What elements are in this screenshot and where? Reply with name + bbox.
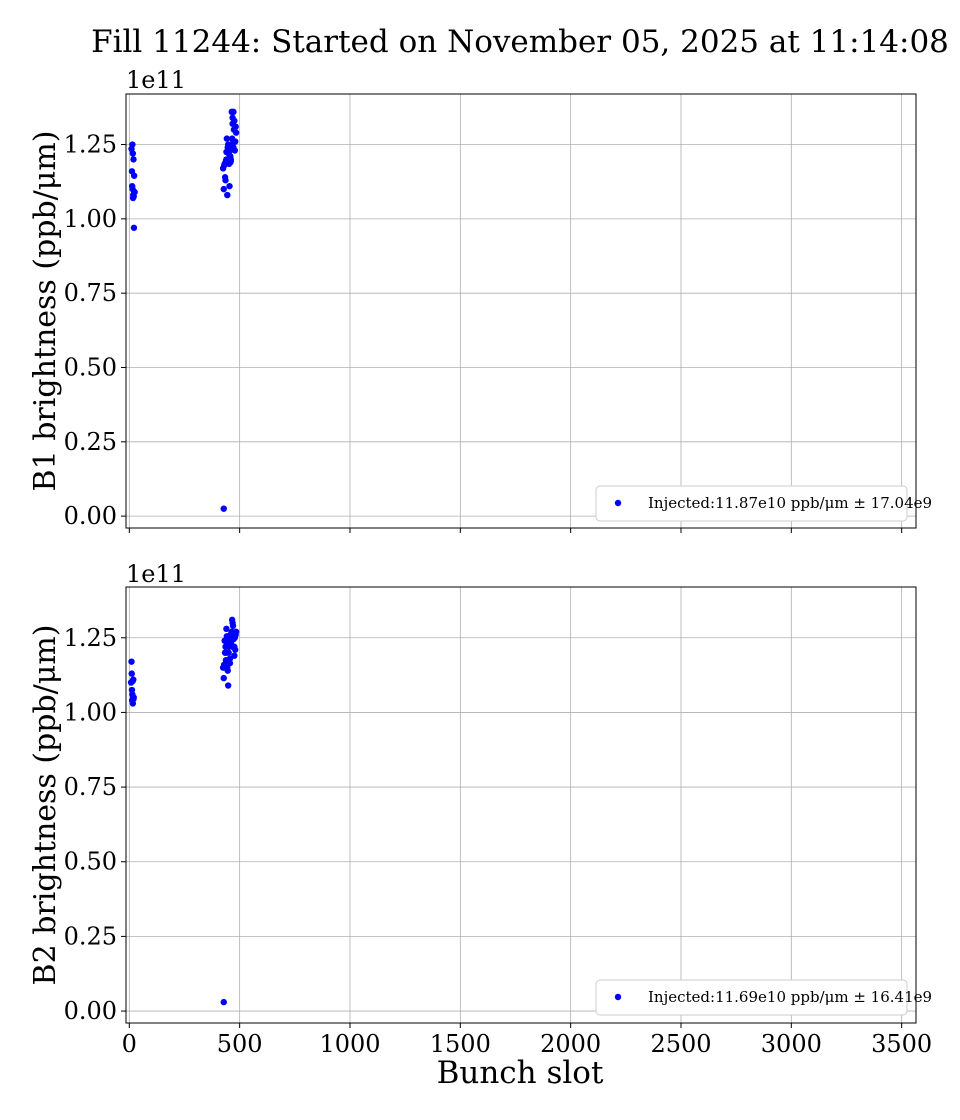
- b1-data-point: [230, 144, 237, 151]
- b2-data-point: [224, 682, 232, 689]
- b2-y-axis-label: B2 brightness (ppb/μm): [28, 625, 63, 986]
- b1-plot-area: [126, 94, 916, 528]
- b1-legend-marker: [614, 499, 622, 507]
- b2-data-point: [128, 670, 135, 677]
- b2-data-point: [128, 658, 135, 665]
- b1-data-point: [224, 191, 231, 199]
- b2-data-point: [130, 676, 137, 683]
- b1-data-point: [223, 135, 231, 142]
- b2-points: [127, 616, 240, 1006]
- b1-data-point: [230, 108, 237, 116]
- b2-data-point: [220, 998, 227, 1006]
- b1-grid: [126, 94, 916, 528]
- b1-data-point: [220, 505, 227, 512]
- b2-data-point: [223, 625, 230, 633]
- b2-y-tick-label: 0.75: [64, 773, 117, 801]
- b1-data-point: [227, 156, 235, 163]
- b2-y-tick-label: 0.25: [64, 922, 117, 950]
- b2-data-point: [229, 619, 236, 627]
- b2-data-point: [220, 674, 227, 682]
- b1-data-point: [130, 156, 137, 163]
- b2-data-point: [226, 655, 234, 662]
- chart-title: Fill 11244: Started on November 05, 2025…: [91, 24, 949, 60]
- b1-data-point: [129, 150, 137, 157]
- b1-data-point: [232, 138, 239, 145]
- b1-y-tick-label: 0.50: [64, 353, 117, 381]
- b2-y-tick-label: 0.00: [64, 997, 117, 1025]
- b1-data-point: [232, 129, 240, 136]
- b1-y-ticks: 0.00 0.25 0.50 0.75 1.00 1.25: [64, 131, 126, 530]
- b1-data-point: [223, 156, 230, 163]
- x-tick-label: 0: [122, 1030, 137, 1058]
- b1-data-point: [220, 185, 227, 193]
- b1-data-point: [229, 114, 236, 121]
- b1-y-tick-label: 1.00: [64, 205, 117, 233]
- x-tick-label: 1000: [319, 1030, 380, 1058]
- x-tick-label: 3000: [761, 1030, 822, 1058]
- b1-x-ticks: [128, 528, 903, 533]
- x-tick-label: 2500: [650, 1030, 711, 1058]
- b1-data-point: [226, 182, 233, 190]
- b2-y-tick-label: 1.25: [64, 624, 117, 652]
- b2-data-point: [130, 694, 137, 701]
- b2-offset-text: 1e11: [126, 560, 186, 588]
- b2-legend: Injected:11.69e10 ppb/μm ± 16.41e9: [595, 979, 932, 1016]
- b2-y-ticks: 0.00 0.25 0.50 0.75 1.00 1.25: [64, 624, 126, 1025]
- b1-brightness-panel: 0.00 0.25 0.50 0.75 1.00 1.25 1e11 B1 brightn…: [28, 66, 932, 533]
- b1-offset-text: 1e11: [126, 66, 186, 94]
- b1-y-tick-label: 0.25: [64, 428, 117, 456]
- b1-data-point: [224, 144, 231, 151]
- b1-legend-text: Injected:11.87e10 ppb/μm ± 17.04e9: [648, 494, 932, 512]
- b1-y-tick-label: 0.75: [64, 279, 117, 307]
- b1-data-point: [129, 141, 136, 148]
- b1-y-tick-label: 1.25: [64, 131, 117, 159]
- x-tick-label: 3500: [871, 1030, 932, 1058]
- b2-brightness-panel: 0.00 0.25 0.50 0.75 1.00 1.25 0 500 1000 1500 200…: [28, 560, 932, 1058]
- x-tick-label: 1500: [430, 1030, 491, 1058]
- x-tick-label: 500: [217, 1030, 263, 1058]
- b1-data-point: [131, 188, 138, 196]
- b2-y-tick-label: 0.50: [64, 848, 117, 876]
- b1-data-point: [222, 177, 229, 184]
- b1-y-axis-label: B1 brightness (ppb/μm): [28, 131, 63, 492]
- b2-data-point: [224, 640, 231, 647]
- b2-data-point: [224, 667, 231, 674]
- b2-data-point: [232, 628, 240, 635]
- b1-data-point: [130, 224, 138, 231]
- b2-legend-box: [595, 979, 908, 1016]
- x-tick-label: 2000: [540, 1030, 601, 1058]
- b1-plot-frame: [125, 93, 917, 529]
- b1-legend: Injected:11.87e10 ppb/μm ± 17.04e9: [595, 485, 932, 522]
- b2-y-tick-label: 1.00: [64, 698, 117, 726]
- b1-data-point: [232, 123, 239, 130]
- b2-data-point: [226, 659, 234, 667]
- b2-legend-text: Injected:11.69e10 ppb/μm ± 16.41e9: [648, 988, 932, 1006]
- b2-plot-area: [126, 587, 916, 1023]
- b1-data-point: [130, 172, 138, 179]
- x-axis-label: Bunch slot: [437, 1055, 604, 1091]
- b1-y-tick-label: 0.00: [64, 502, 117, 530]
- b2-data-point: [222, 649, 230, 656]
- b1-points: [128, 108, 240, 512]
- b2-legend-marker: [614, 993, 622, 1001]
- b2-x-ticks: 0 500 1000 1500 2000 2500 3000 3500: [122, 1023, 932, 1058]
- b2-plot-frame: [125, 586, 917, 1024]
- b1-legend-box: [595, 485, 908, 522]
- b2-data-point: [231, 643, 238, 650]
